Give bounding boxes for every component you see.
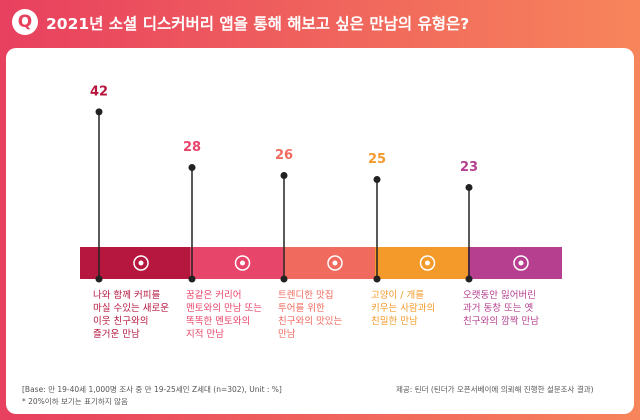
icon: [518, 260, 524, 266]
category-label: 나와 함께 커피를 마실 수있는 새로운 이웃 친구와의 즐거운 만남: [93, 290, 169, 340]
stem-top: [373, 176, 381, 183]
stem-top: [280, 172, 288, 180]
band-segment: [375, 247, 468, 279]
icon: [513, 255, 529, 271]
source: 제공: 틴더 (틴더가 오픈서베이에 의뢰해 진행한 설문조사 결과): [396, 385, 594, 394]
value-label: 25: [368, 152, 386, 167]
stem-base: [188, 275, 196, 283]
icon: [425, 260, 430, 266]
band-segment: [80, 247, 190, 279]
stem-base: [373, 275, 381, 283]
icon: [240, 260, 245, 266]
footnote: * 20%이하 보기는 표기하지 않음: [22, 397, 128, 406]
band-segment: [283, 247, 375, 279]
stem-base: [280, 275, 288, 283]
card: [6, 48, 634, 414]
icon: [332, 260, 338, 266]
value-label: 23: [460, 160, 478, 175]
stem-top: [465, 183, 473, 191]
icon: [327, 255, 343, 271]
band-segment: [190, 247, 283, 279]
base-note: [Base: 만 19-40세 1,000명 조사 중 만 19-25세인 Z세…: [22, 385, 282, 394]
value-label: 28: [183, 140, 201, 155]
category-label: 고양이 / 개를 키우는 사람과의 친밀한 만남: [371, 290, 436, 327]
logo: Q: [12, 9, 38, 35]
category-label: 오랫동안 잃어버린 과거 동창 또는 옛 친구와의 깜짝 만남: [463, 290, 539, 327]
stem-top: [188, 164, 196, 172]
icon: [138, 260, 144, 266]
category-label: 트렌디한 맛집 투어를 위한 친구와의 맛있는 만남: [278, 290, 343, 340]
chart-title: 2021년 소셜 디스커버리 앱을 통해 해보고 싶은 만남의 유형은?: [46, 15, 470, 33]
stem-base: [465, 275, 473, 283]
stem-base: [95, 275, 103, 283]
icon: [234, 255, 251, 271]
stem-top: [95, 108, 103, 116]
category-label: 꿈같은 커리어 멘토와의 만남 또는 똑똑한 멘토와의 지적 만남: [186, 290, 262, 340]
icon: [133, 255, 149, 271]
value-label: 26: [275, 148, 293, 163]
band-segment: [468, 247, 562, 279]
icon: [419, 255, 436, 271]
value-label: 42: [90, 84, 108, 99]
